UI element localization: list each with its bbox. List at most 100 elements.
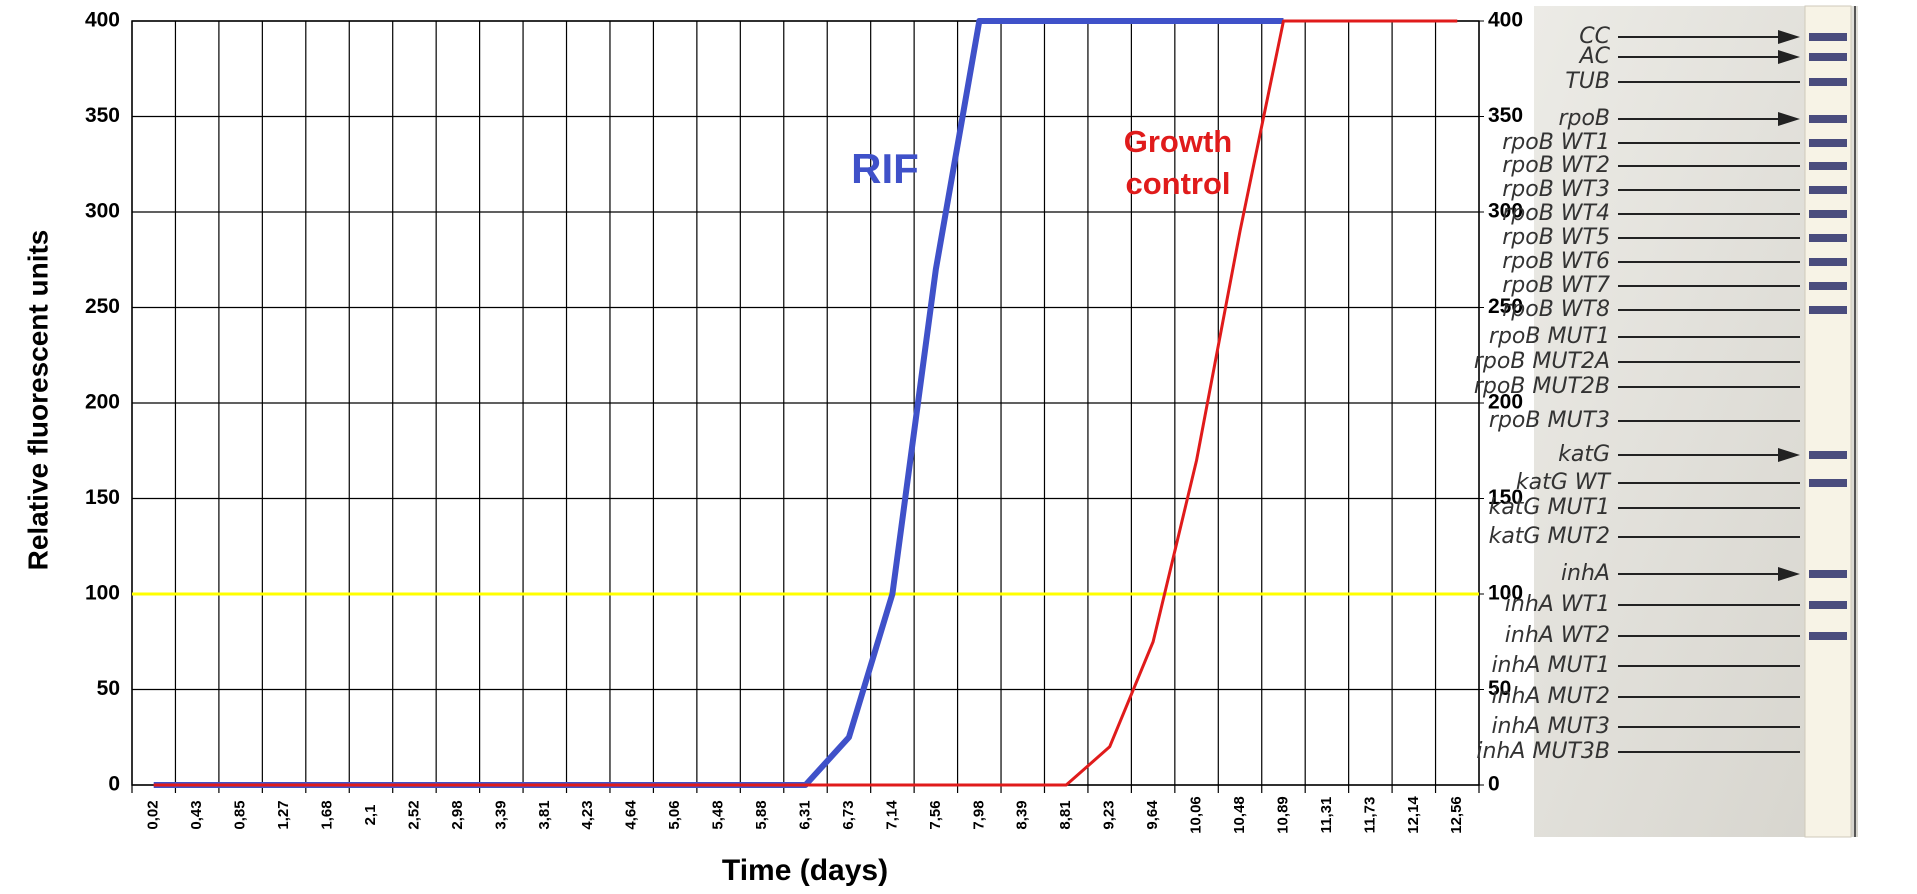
strip-band — [1809, 234, 1847, 242]
x-tick-label: 7,14 — [883, 800, 900, 830]
x-tick-label: 10,48 — [1231, 796, 1248, 834]
strip-label: rpoB MUT2B — [1474, 374, 1610, 399]
y-tick-label: 400 — [85, 9, 120, 32]
y-tick-label: 200 — [85, 391, 120, 414]
x-tick-label: 9,64 — [1144, 800, 1161, 830]
x-axis-title: Time (days) — [722, 854, 888, 887]
y2-tick-label: 0 — [1488, 773, 1500, 796]
strip-label: rpoB WT5 — [1502, 225, 1610, 250]
x-tick-label: 5,06 — [666, 800, 683, 829]
strip-label: katG WT — [1516, 470, 1612, 495]
y2-tick-label: 200 — [1488, 391, 1523, 414]
x-tick-label: 6,73 — [840, 800, 857, 829]
strip-label: inhA WT2 — [1505, 623, 1610, 648]
strip-label: rpoB WT6 — [1502, 249, 1610, 274]
strip-band — [1809, 210, 1847, 218]
x-tick-label: 2,52 — [405, 800, 422, 829]
x-tick-label: 3,81 — [536, 800, 553, 829]
strip-arrow — [1778, 567, 1800, 581]
strip-band — [1809, 479, 1847, 487]
strip-band — [1809, 53, 1847, 61]
x-tick-label: 1,27 — [275, 800, 292, 829]
strip-label: rpoB WT4 — [1502, 201, 1610, 226]
y2-tick-label: 400 — [1488, 9, 1523, 32]
x-tick-label: 8,81 — [1057, 800, 1074, 829]
series-label: Growth control — [1124, 124, 1233, 201]
strip-label: inhA MUT3B — [1476, 739, 1610, 764]
strip-band — [1809, 115, 1847, 123]
x-tick-label: 2,1 — [362, 805, 379, 826]
strip-label: inhA MUT3 — [1491, 714, 1610, 739]
strip-label: rpoB WT2 — [1502, 153, 1610, 178]
series-label-line: control — [1125, 166, 1230, 201]
x-tick-label: 0,43 — [188, 800, 205, 829]
y-axis-title: Relative fluorescent units — [22, 230, 53, 571]
strip-band — [1809, 162, 1847, 170]
strip-arrow — [1778, 448, 1800, 462]
y2-tick-label: 50 — [1488, 677, 1511, 700]
y-tick-label: 350 — [85, 104, 120, 127]
strip-label: rpoB — [1558, 106, 1610, 131]
x-tick-label: 1,68 — [319, 800, 336, 829]
x-tick-label: 2,98 — [449, 800, 466, 829]
y-tick-label: 0 — [108, 773, 120, 796]
strip-label: rpoB WT1 — [1502, 130, 1610, 155]
strip-band — [1809, 282, 1847, 290]
x-tick-label: 4,64 — [623, 800, 640, 830]
strip-band — [1809, 78, 1847, 86]
strip-band — [1809, 33, 1847, 41]
strip-label: rpoB WT7 — [1502, 273, 1610, 298]
series-label: RIF — [851, 145, 919, 192]
x-tick-label: 5,88 — [753, 800, 770, 829]
strip-label: rpoB WT8 — [1502, 297, 1610, 322]
y2-tick-label: 300 — [1488, 200, 1523, 223]
strip-label: inhA WT1 — [1505, 592, 1610, 617]
strip-label: katG — [1558, 442, 1610, 467]
y-tick-label: 250 — [85, 295, 120, 318]
strip-label: rpoB MUT3 — [1489, 408, 1610, 433]
strip-label: inhA — [1561, 561, 1610, 586]
strip-label: CC — [1579, 24, 1610, 49]
strip-label: katG MUT1 — [1489, 495, 1610, 520]
x-tick-label: 10,89 — [1274, 796, 1291, 834]
x-tick-label: 7,56 — [927, 800, 944, 829]
strip-band — [1809, 451, 1847, 459]
x-tick-label: 0,02 — [145, 800, 162, 829]
strip-label: rpoB WT3 — [1502, 177, 1610, 202]
strip-band — [1809, 139, 1847, 147]
strip-label: katG MUT2 — [1489, 524, 1610, 549]
y2-tick-label: 150 — [1488, 486, 1523, 509]
y2-tick-label: 250 — [1488, 295, 1523, 318]
x-tick-label: 9,23 — [1101, 800, 1118, 829]
x-tick-label: 11,73 — [1361, 797, 1378, 834]
x-tick-label: 4,23 — [579, 800, 596, 829]
x-tick-label: 8,39 — [1014, 800, 1031, 829]
strip-arrow — [1778, 112, 1800, 126]
strip-band — [1809, 258, 1847, 266]
y2-tick-label: 350 — [1488, 104, 1523, 127]
y2-tick-label: 100 — [1488, 582, 1523, 605]
strip-label: rpoB MUT1 — [1489, 324, 1610, 349]
strip-arrow — [1778, 50, 1800, 64]
y-tick-label: 300 — [85, 200, 120, 223]
strip-label: inhA MUT1 — [1491, 653, 1610, 678]
x-tick-label: 10,06 — [1188, 796, 1205, 834]
strip-label: inhA MUT2 — [1491, 684, 1610, 709]
strip-band — [1809, 570, 1847, 578]
x-tick-label: 7,98 — [970, 800, 987, 829]
y-tick-label: 50 — [97, 677, 120, 700]
x-tick-label: 5,48 — [710, 800, 727, 829]
x-tick-label: 12,14 — [1405, 796, 1422, 834]
series-line — [153, 19, 1458, 787]
strip-band — [1809, 601, 1847, 609]
x-tick-label: 0,85 — [232, 800, 249, 829]
test-strip — [1804, 5, 1852, 838]
y-tick-label: 100 — [85, 582, 120, 605]
strip-label: rpoB MUT2A — [1474, 349, 1610, 374]
strip-arrow — [1778, 30, 1800, 44]
strip-band — [1809, 632, 1847, 640]
strip-band — [1809, 186, 1847, 194]
x-tick-label: 6,31 — [796, 800, 813, 829]
series-label-line: Growth — [1124, 124, 1233, 159]
